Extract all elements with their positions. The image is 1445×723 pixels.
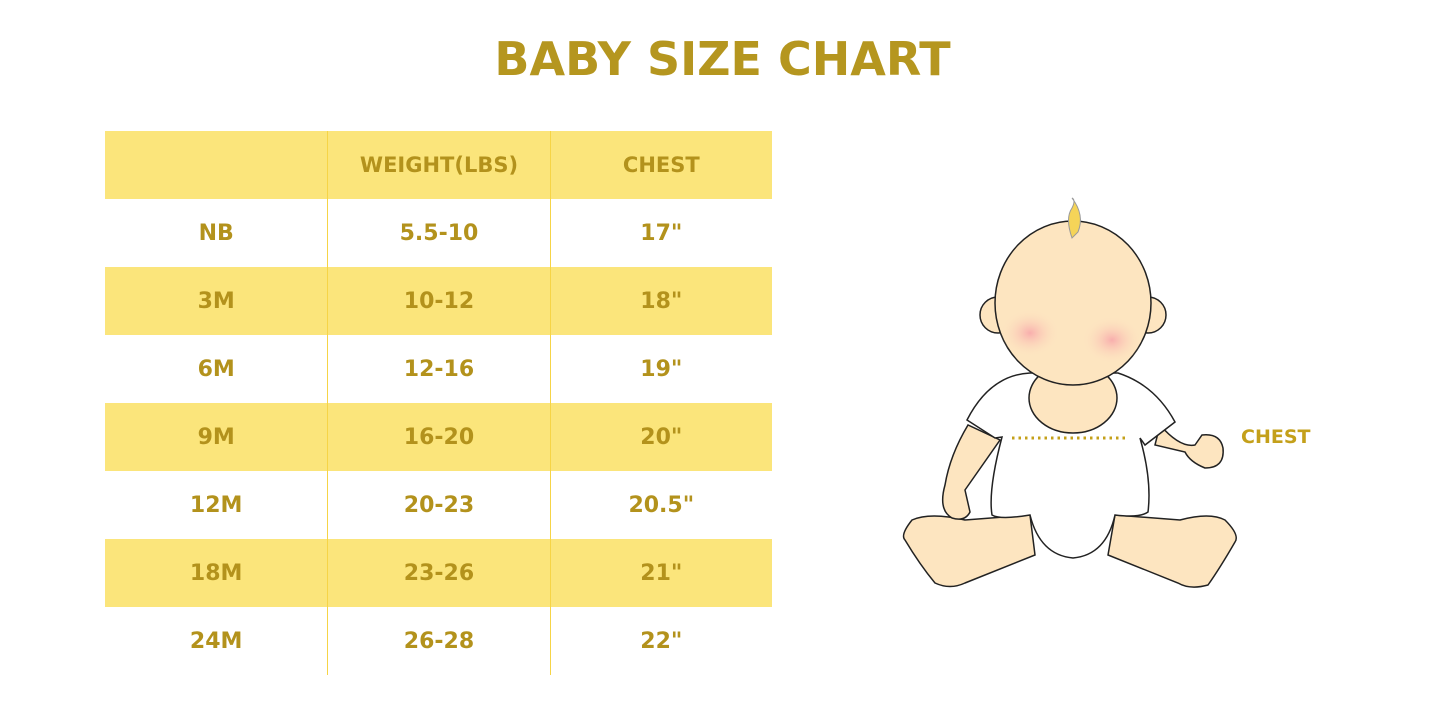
baby-illustration-icon xyxy=(902,197,1237,588)
table-row: 18M 23-26 21" xyxy=(105,539,772,607)
table-row: 24M 26-28 22" xyxy=(105,607,772,675)
table-cell: 26-28 xyxy=(327,607,549,675)
table-cell: 19" xyxy=(549,335,772,403)
table-cell: 12M xyxy=(189,492,243,518)
table-row: NB 5.5-10 17" xyxy=(105,199,772,267)
table-cell: 20" xyxy=(549,403,772,471)
table-cell: 9M xyxy=(197,424,235,450)
table-cell: 5.5-10 xyxy=(327,199,549,267)
size-table: WEIGHT(LBS) CHEST NB 5.5-10 17" 3M 10-12 18" 6… xyxy=(105,131,772,675)
table-cell: 21" xyxy=(549,539,772,607)
table-cell: 3M xyxy=(197,288,235,314)
table-cell: 20-23 xyxy=(327,471,549,539)
header-cell xyxy=(105,131,327,199)
table-cell: 23-26 xyxy=(327,539,549,607)
table-cell: 24M xyxy=(189,628,243,654)
page-title: BABY SIZE CHART xyxy=(494,32,951,86)
header-cell: CHEST xyxy=(549,131,772,199)
table-cell: 16-20 xyxy=(327,403,549,471)
chest-label: CHEST xyxy=(1241,426,1311,448)
table-cell: 17" xyxy=(549,199,772,267)
header-cell: WEIGHT(LBS) xyxy=(327,131,549,199)
table-row: 12M 20-23 20.5" xyxy=(105,471,772,539)
table-cell: 10-12 xyxy=(327,267,549,335)
table-row: 3M 10-12 18" xyxy=(105,267,772,335)
table-row: 6M 12-16 19" xyxy=(105,335,772,403)
table-cell: 20.5" xyxy=(549,471,772,539)
table-cell: NB xyxy=(198,220,234,246)
table-cell: 18M xyxy=(189,560,243,586)
table-cell: 18" xyxy=(549,267,772,335)
table-row: 9M 16-20 20" xyxy=(105,403,772,471)
table-header: WEIGHT(LBS) CHEST xyxy=(105,131,772,199)
table-cell: 22" xyxy=(549,607,772,675)
table-cell: 6M xyxy=(197,356,235,382)
table-cell: 12-16 xyxy=(327,335,549,403)
